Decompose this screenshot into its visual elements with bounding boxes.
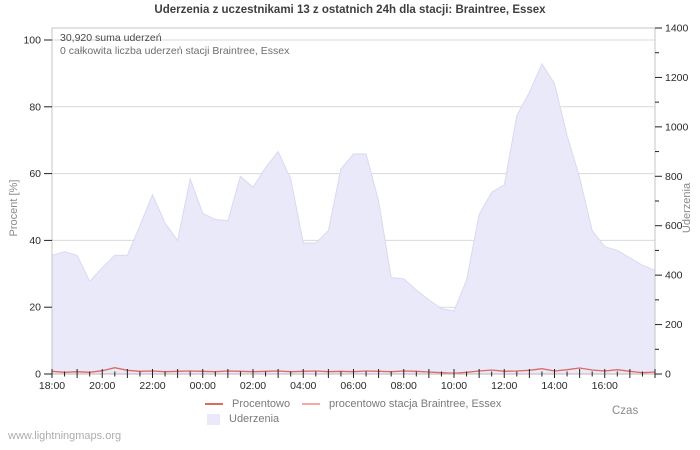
x-axis-title: Czas	[612, 405, 639, 417]
right-axis-ticks	[655, 27, 662, 375]
svg-text:80: 80	[29, 101, 41, 113]
x-axis-ticks	[51, 369, 656, 378]
svg-text:400: 400	[665, 270, 683, 282]
svg-text:16:00: 16:00	[592, 380, 618, 392]
legend-item-uderzenia: Uderzenia	[207, 413, 279, 425]
left-axis-tick-labels: 0 20 40 60 80 100	[23, 35, 41, 381]
svg-text:60: 60	[29, 168, 41, 180]
svg-text:1200: 1200	[665, 72, 689, 84]
svg-text:12:00: 12:00	[491, 380, 517, 392]
svg-text:800: 800	[665, 171, 683, 183]
station-sum-annotation: 0 całkowita liczba uderzeń stacji Braint…	[60, 45, 290, 57]
svg-text:0: 0	[35, 369, 41, 381]
svg-text:600: 600	[665, 220, 683, 232]
svg-text:0: 0	[665, 369, 671, 381]
svg-text:18:00: 18:00	[39, 380, 65, 392]
right-axis-tick-labels: 0 200 400 600 800 1000 1200 1400	[665, 23, 689, 381]
svg-text:20: 20	[29, 302, 41, 314]
left-axis-title: Procent [%]	[8, 179, 20, 237]
legend-item-procentowo: Procentowo	[205, 398, 290, 410]
svg-text:06:00: 06:00	[340, 380, 366, 392]
legend-area-swatch-uderzenia	[207, 413, 220, 425]
sum-strikes-annotation: 30,920 suma uderzeń	[60, 32, 162, 44]
svg-text:02:00: 02:00	[240, 380, 266, 392]
chart-title: Uderzenia z uczestnikami 13 z ostatnich …	[154, 4, 546, 16]
x-axis-tick-labels: 18:00 20:00 22:00 00:00 02:00 04:00 06:00 08:00…	[39, 380, 618, 392]
svg-text:1000: 1000	[665, 121, 689, 133]
svg-text:00:00: 00:00	[190, 380, 216, 392]
svg-text:04:00: 04:00	[290, 380, 316, 392]
legend-label-procentowo: Procentowo	[232, 398, 291, 410]
svg-text:100: 100	[23, 35, 41, 47]
svg-text:14:00: 14:00	[541, 380, 567, 392]
svg-text:1400: 1400	[665, 23, 689, 35]
svg-text:40: 40	[29, 235, 41, 247]
svg-text:10:00: 10:00	[441, 380, 467, 392]
svg-text:200: 200	[665, 319, 683, 331]
left-axis-ticks	[44, 39, 52, 375]
right-axis-title: Uderzenia	[681, 182, 693, 234]
svg-text:08:00: 08:00	[391, 380, 417, 392]
legend-label-station-percent: procentowo stacja Braintree, Essex	[329, 398, 502, 410]
legend-label-uderzenia: Uderzenia	[229, 413, 280, 425]
area-series-uderzenia	[51, 62, 656, 375]
legend-line-swatch-procentowo	[205, 403, 223, 405]
legend-item-station-percent: procentowo stacja Braintree, Essex	[302, 398, 501, 410]
svg-text:20:00: 20:00	[89, 380, 115, 392]
watermark: www.lightningmaps.org	[8, 430, 122, 442]
svg-text:22:00: 22:00	[139, 380, 165, 392]
legend-line-swatch-station-percent	[302, 403, 320, 405]
